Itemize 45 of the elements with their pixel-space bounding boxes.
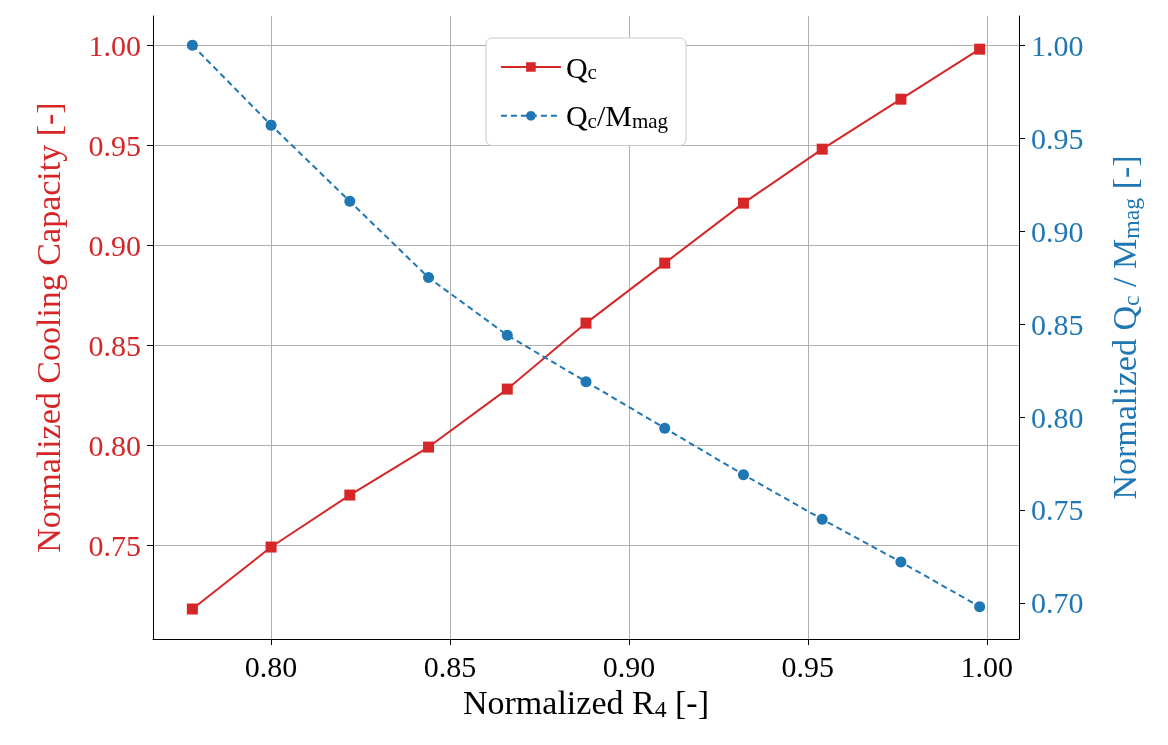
y2-tick-label: 0.75 [1031,493,1084,527]
point [816,513,828,525]
y2-tick-label: 0.85 [1031,307,1084,341]
legend-label: Qc/Mmag [565,99,669,133]
point [344,195,356,207]
y2-tick-label: 0.70 [1031,586,1084,620]
y2-tick-label: 0.90 [1031,214,1084,248]
point [737,197,749,209]
y2-axis-title: Normalized Qc / Mmag [-] [1106,155,1144,500]
point [580,376,592,388]
point [423,272,435,284]
x-tick-label: 1.00 [960,649,1014,683]
y2-tick-label: 1.00 [1031,28,1084,62]
x-tick-label: 0.85 [423,649,477,683]
point [659,257,671,269]
y-tick-label: 1.00 [88,28,141,62]
point [265,541,277,553]
point [501,383,513,395]
point [737,469,749,481]
point [895,556,907,568]
point [265,119,277,131]
y-tick-label: 0.90 [88,228,141,262]
y-axis-title: Normalized Cooling Capacity [-] [29,102,67,553]
point [501,329,513,341]
point [580,317,592,329]
point [659,422,671,434]
point [344,489,356,501]
y-tick-label: 0.85 [88,328,141,362]
legend-label: Qc [565,50,597,85]
y2-tick-label: 0.80 [1031,400,1084,434]
point [816,143,828,155]
x-axis-title: Normalized R4 [-] [462,684,710,722]
x-tick-label: 0.90 [602,649,656,683]
y-tick-label: 0.80 [88,428,141,462]
point [895,93,907,105]
point [186,603,198,615]
point [186,39,198,51]
point [974,601,986,613]
point [974,43,986,55]
y2-tick-label: 0.95 [1031,121,1084,155]
x-tick-label: 0.80 [244,649,298,683]
x-tick-label: 0.95 [781,649,835,683]
y-tick-label: 0.95 [88,128,141,162]
point [423,441,435,453]
y-tick-label: 0.75 [88,528,141,562]
